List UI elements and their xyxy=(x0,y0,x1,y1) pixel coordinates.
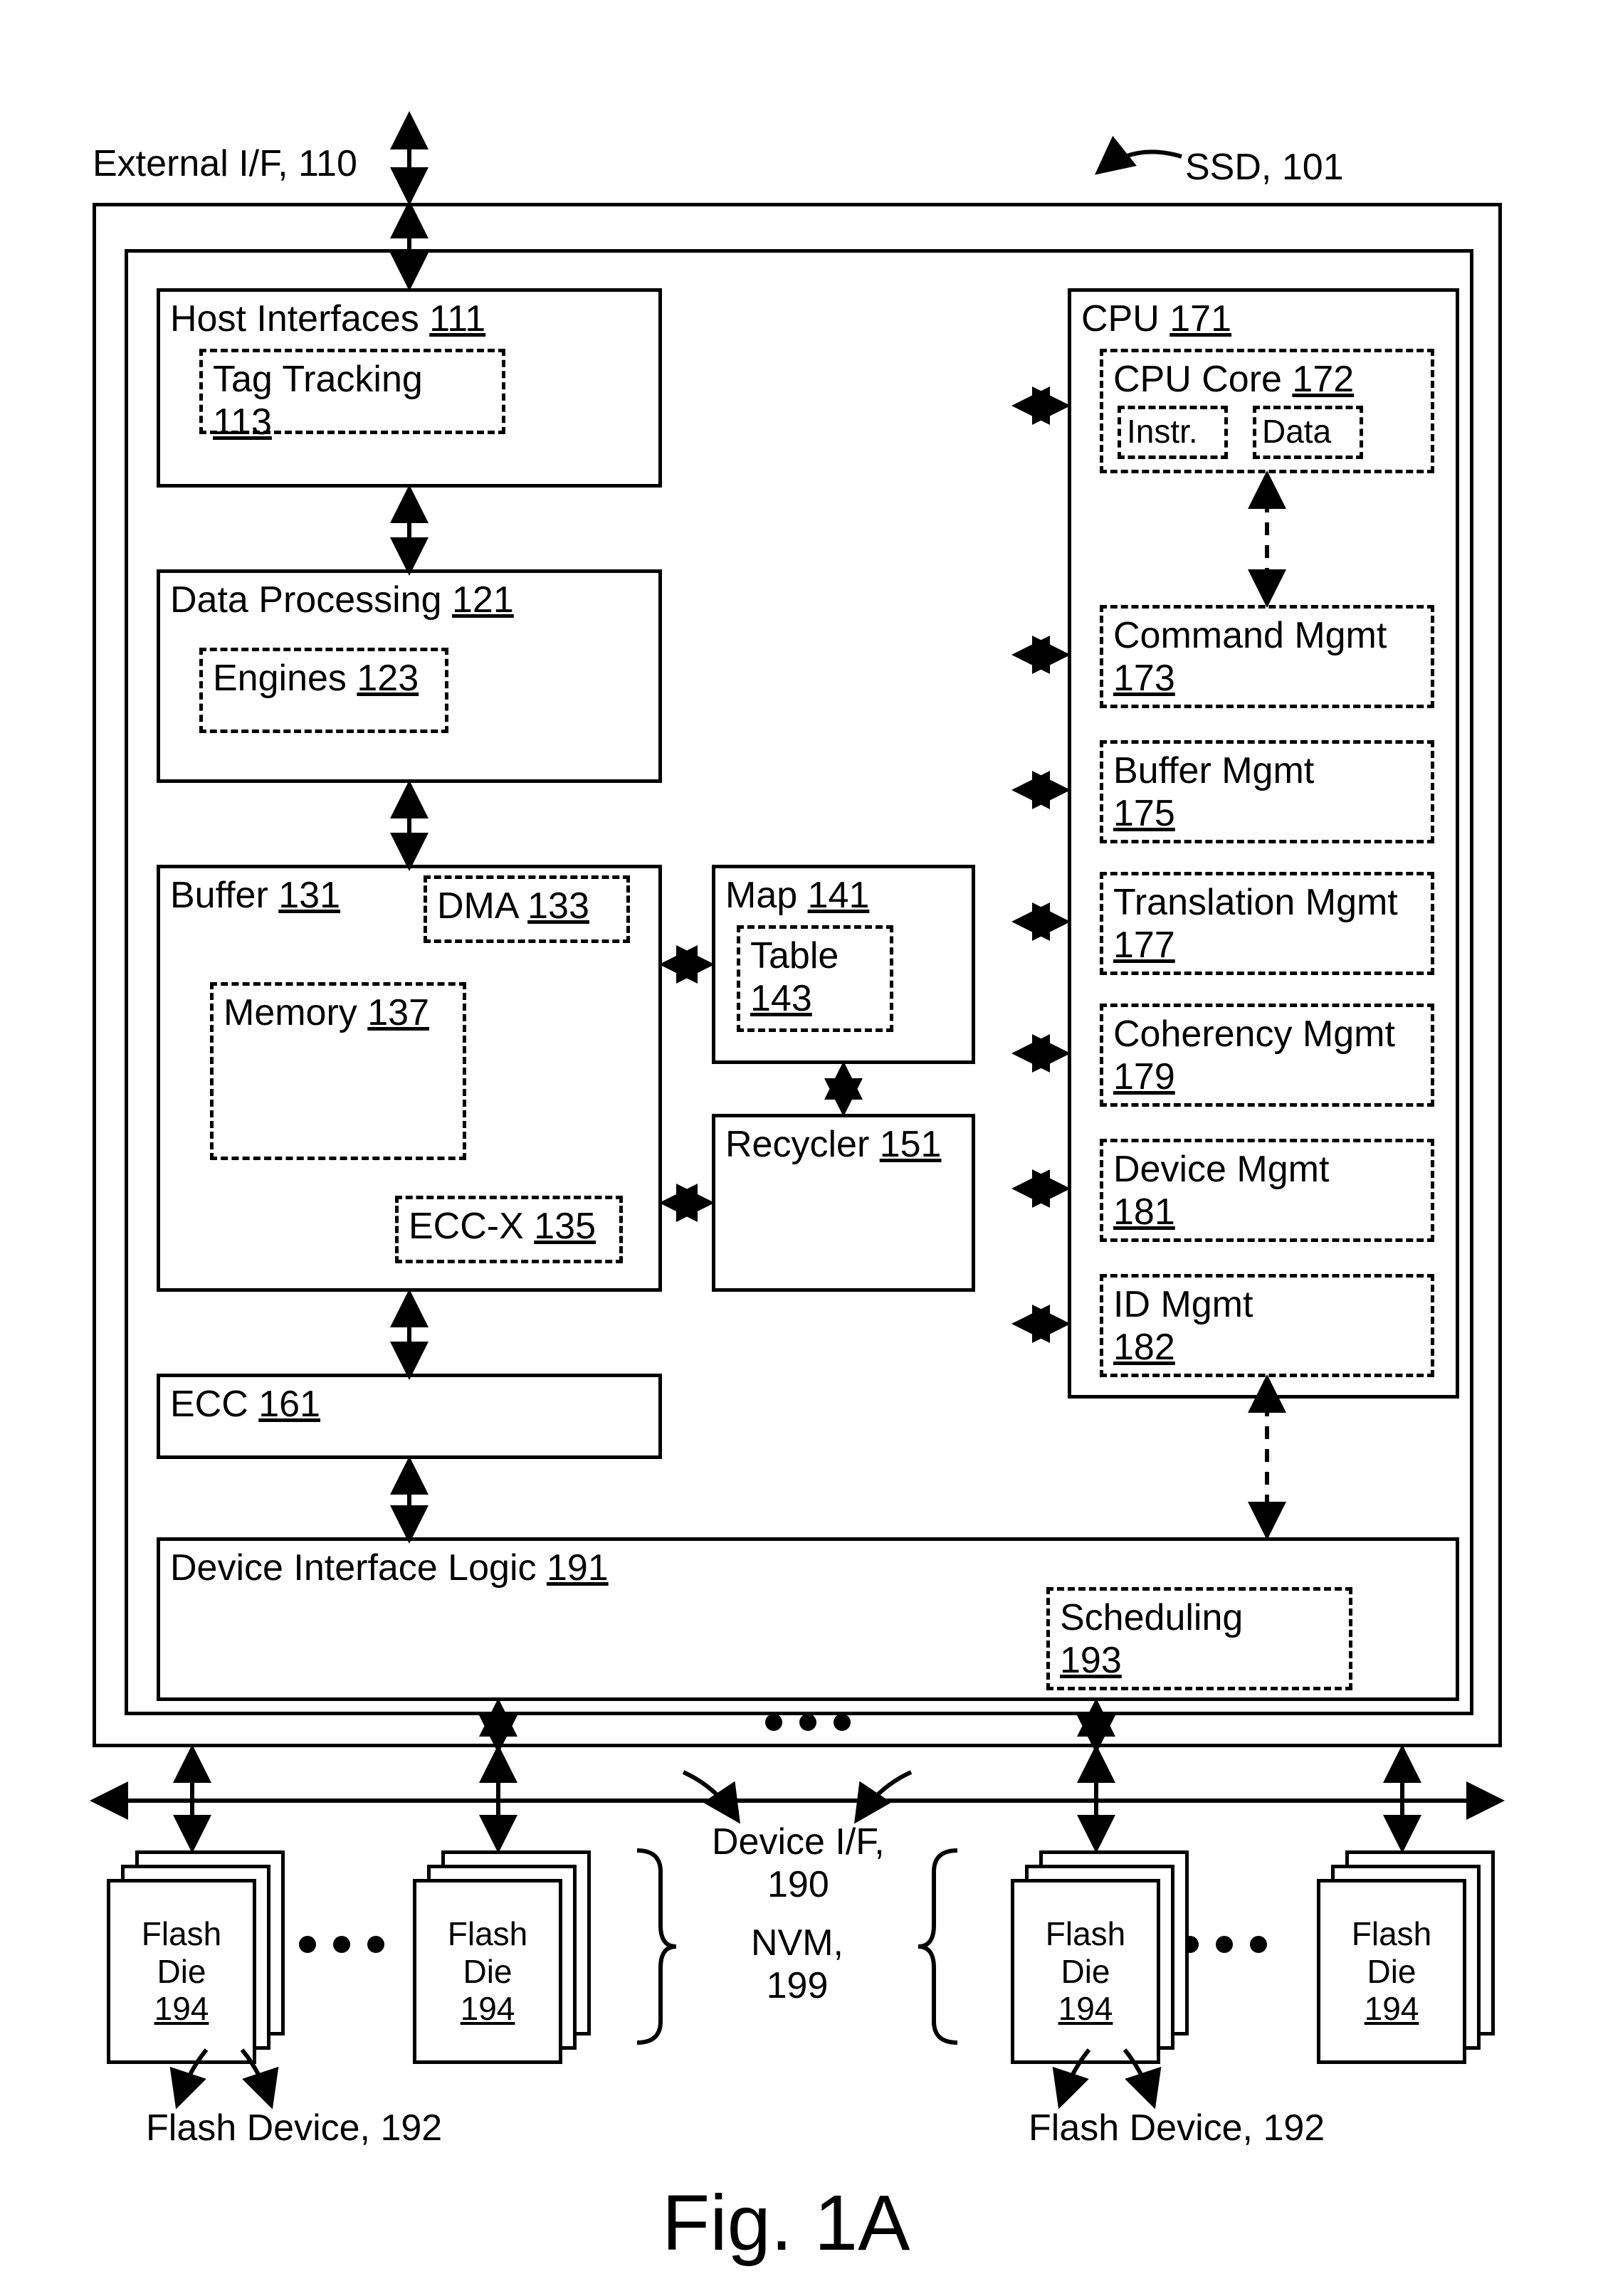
host-interfaces-label: Host Interfaces 111 xyxy=(160,292,658,346)
flash-die-num: 194 xyxy=(154,1990,209,2028)
cmd-mgmt-label: Command Mgmt173 xyxy=(1103,609,1431,705)
cmd-mgmt-box: Command Mgmt173 xyxy=(1100,605,1434,708)
flash-die-text: Die xyxy=(463,1953,512,1991)
eccx-label: ECC-X 135 xyxy=(399,1199,619,1253)
flash-die-num: 194 xyxy=(1058,1990,1113,2028)
coh-mgmt-box: Coherency Mgmt179 xyxy=(1100,1004,1434,1107)
dma-label: DMA 133 xyxy=(427,879,626,933)
engines-box: Engines 123 xyxy=(199,648,448,733)
scheduling-box: Scheduling193 xyxy=(1046,1587,1352,1690)
external-if-label: External I/F, 110 xyxy=(93,142,357,185)
nvm-label: NVM, 199 xyxy=(751,1922,843,2007)
diagram-page: External I/F, 110 SSD, 101 SSD Controlle… xyxy=(0,0,1598,2296)
flash-die-text: Flash xyxy=(1046,1915,1125,1953)
memory-label: Memory 137 xyxy=(214,986,463,1040)
table-box: Table143 xyxy=(737,925,893,1032)
tag-tracking-box: Tag Tracking 113 xyxy=(199,349,505,434)
figure-title: Fig. 1A xyxy=(662,2178,910,2268)
dev-mgmt-label: Device Mgmt181 xyxy=(1103,1142,1431,1239)
flash-die-stack: FlashDie194 xyxy=(1317,1850,1502,2071)
recycler-box: Recycler 151 xyxy=(712,1114,975,1292)
table-label: Table143 xyxy=(740,929,890,1026)
data-label: Data xyxy=(1256,409,1360,453)
flash-die-text: Flash xyxy=(1352,1915,1431,1953)
dev-mgmt-box: Device Mgmt181 xyxy=(1100,1139,1434,1242)
memory-box: Memory 137 xyxy=(210,982,466,1160)
flash-die-text: Die xyxy=(1367,1953,1416,1991)
instr-box: Instr. xyxy=(1118,406,1228,459)
cpu-label: CPU 171 xyxy=(1071,292,1456,346)
dma-box: DMA 133 xyxy=(424,875,630,943)
ssd-label: SSD, 101 xyxy=(1185,146,1344,189)
scheduling-label: Scheduling193 xyxy=(1050,1591,1349,1687)
cpu-core-label: CPU Core 172 xyxy=(1103,352,1431,406)
flash-device-label: Flash Device, 192 xyxy=(1029,2107,1325,2149)
flash-device-label: Flash Device, 192 xyxy=(146,2107,442,2149)
coh-mgmt-label: Coherency Mgmt179 xyxy=(1103,1007,1431,1104)
map-label: Map 141 xyxy=(715,868,972,922)
flash-die-text: Die xyxy=(157,1953,206,1991)
flash-die-num: 194 xyxy=(461,1990,515,2028)
buf-mgmt-label: Buffer Mgmt175 xyxy=(1103,744,1431,841)
ecc-label: ECC 161 xyxy=(160,1377,658,1431)
device-if-label: Device I/F, 190 xyxy=(712,1821,885,1906)
data-processing-label: Data Processing 121 xyxy=(160,573,658,627)
ellipsis-dots xyxy=(299,1936,384,1953)
flash-die-stack: FlashDie194 xyxy=(413,1850,598,2071)
id-mgmt-label: ID Mgmt182 xyxy=(1103,1278,1431,1374)
flash-die-text: Flash xyxy=(448,1915,527,1953)
trans-mgmt-box: Translation Mgmt177 xyxy=(1100,872,1434,975)
buf-mgmt-box: Buffer Mgmt175 xyxy=(1100,740,1434,843)
flash-die-stack: FlashDie194 xyxy=(1011,1850,1196,2071)
engines-label: Engines 123 xyxy=(203,651,445,705)
recycler-label: Recycler 151 xyxy=(715,1117,972,1171)
ecc-box: ECC 161 xyxy=(157,1374,662,1459)
instr-label: Instr. xyxy=(1121,409,1224,453)
flash-die-text: Flash xyxy=(142,1915,221,1953)
flash-die-stack: FlashDie194 xyxy=(107,1850,292,2071)
id-mgmt-box: ID Mgmt182 xyxy=(1100,1274,1434,1377)
flash-die-text: Die xyxy=(1061,1953,1110,1991)
data-cache-box: Data xyxy=(1253,406,1363,459)
tag-tracking-label: Tag Tracking 113 xyxy=(203,352,502,449)
trans-mgmt-label: Translation Mgmt177 xyxy=(1103,875,1431,972)
eccx-box: ECC-X 135 xyxy=(395,1196,623,1263)
ellipsis-dots xyxy=(765,1714,851,1731)
flash-die-num: 194 xyxy=(1365,1990,1419,2028)
